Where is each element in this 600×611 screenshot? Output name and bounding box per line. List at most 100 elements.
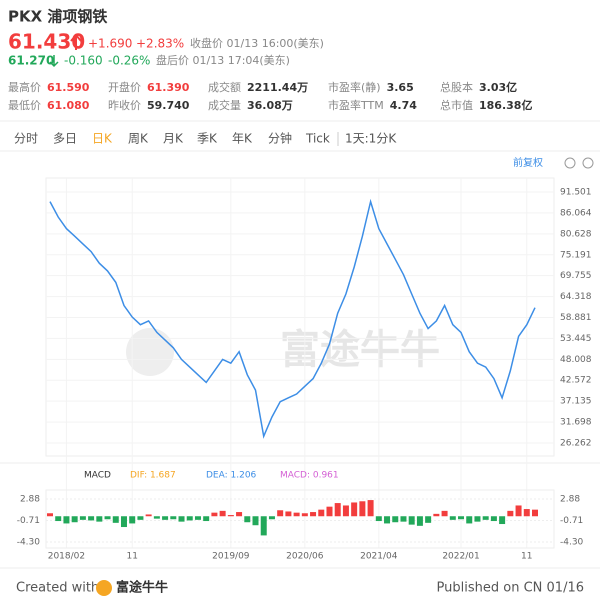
after-change-pct: -0.26% [108, 54, 150, 68]
published: Published on CN 01/16 [437, 581, 584, 596]
stat-value: 3.65 [387, 81, 414, 94]
icon[interactable] [564, 157, 576, 169]
y-tick-label: 26.262 [560, 439, 592, 449]
macd-bar [47, 513, 53, 517]
x-tick-label: 11 [521, 552, 532, 562]
macd-bar [425, 516, 432, 523]
tab[interactable]: 月K [163, 132, 184, 146]
macd-bar [260, 516, 267, 536]
macd-bar [416, 516, 423, 526]
macd-bar [482, 516, 489, 520]
macd-bar [104, 516, 111, 520]
stat-value: 3.03亿 [479, 80, 517, 94]
up-arrow [70, 33, 82, 50]
y-tick-label: 80.628 [560, 229, 592, 239]
tab[interactable]: 多日 [53, 132, 77, 146]
tab[interactable]: 年K [232, 132, 253, 146]
macd-bar [178, 516, 185, 522]
macd-bar [170, 516, 177, 520]
macd-bar [227, 515, 234, 517]
y-tick-label: 86.064 [560, 208, 592, 218]
macd-bar [515, 505, 522, 517]
after-note: 盘后价 01/13 17:04(美东) [156, 53, 290, 67]
tab[interactable]: 周K [128, 132, 149, 146]
macd-bar [268, 516, 275, 520]
macd-bar [55, 516, 62, 522]
macd-bar [400, 516, 407, 522]
macd-bar [458, 516, 465, 520]
macd-bar [310, 512, 317, 517]
stat-value: 186.38亿 [479, 98, 532, 112]
stat-label: 昨收价 [108, 98, 141, 112]
macd-bar [532, 509, 538, 517]
macd-bar [252, 516, 259, 526]
macd-bar [474, 516, 481, 522]
stat-label: 市盈率(静) [328, 80, 381, 94]
macd-bar [244, 516, 251, 523]
macd-bar [408, 516, 415, 525]
stat-value: 4.74 [390, 99, 417, 112]
stat-label: 最低价 [8, 99, 41, 112]
macd-bar [359, 501, 366, 517]
close-note: 收盘价 01/13 16:00(美东) [190, 36, 324, 50]
plot-frame [45, 177, 555, 457]
macd-bar [507, 510, 514, 517]
title: PKX 浦项钢铁 [8, 8, 107, 26]
tab[interactable]: 分钟 [268, 131, 292, 146]
macd-bar [153, 516, 160, 519]
y-tick-label: 42.572 [560, 376, 592, 386]
y-tick-label: 2.88 [20, 495, 40, 505]
y-tick-label: 58.881 [560, 313, 592, 323]
macd-legend: DIF: 1.687 [130, 471, 176, 481]
after-price: 61.270 [8, 54, 54, 68]
y-tick-label: 69.755 [560, 271, 592, 281]
stat-value: 61.080 [47, 99, 90, 112]
macd-bar [449, 516, 456, 520]
macd-bar [137, 516, 144, 520]
brand: 富途牛牛 [116, 580, 168, 596]
adjust[interactable]: 前复权 [513, 156, 543, 169]
tab[interactable]: 1天:1分K [345, 132, 397, 146]
x-tick-label: 2021/04 [360, 552, 398, 562]
watermark: 富途牛牛 [280, 327, 440, 373]
macd-bar [162, 516, 169, 520]
macd-bar [211, 512, 218, 517]
stat-value: 36.08万 [247, 99, 293, 112]
stat-value: 59.740 [147, 99, 190, 112]
macd-bar [96, 516, 103, 522]
macd-bar [293, 512, 300, 517]
stat-label: 市盈率TTM [328, 98, 384, 112]
macd-bar [219, 510, 226, 517]
macd-bar [145, 514, 152, 517]
stat-value: 2211.44万 [247, 81, 308, 94]
macd-bar [326, 506, 333, 517]
y-tick-label: 91.501 [560, 188, 592, 198]
y-tick-label: -4.30 [17, 538, 41, 548]
macd-bar [88, 516, 95, 521]
macd-bar [129, 516, 136, 524]
y-tick-label: 48.008 [560, 355, 592, 365]
macd-bar [384, 516, 391, 524]
macd-bar [433, 513, 440, 517]
macd-bar [79, 516, 86, 520]
tab[interactable]: Tick [305, 132, 330, 146]
stat-value: 61.590 [47, 81, 90, 94]
brand-logo [96, 580, 112, 596]
stat-label: 总股本 [440, 80, 473, 94]
macd-bar [351, 502, 358, 517]
x-tick-label: 2020/06 [286, 552, 324, 562]
tab[interactable]: 日K [92, 132, 113, 146]
stat-label: 成交额 [208, 80, 241, 94]
watermark-logo [126, 328, 174, 376]
created: Created with [16, 581, 99, 596]
tab[interactable]: 分时 [14, 132, 38, 146]
macd-bar [334, 503, 341, 517]
macd-legend: DEA: 1.206 [206, 471, 257, 481]
macd-bar [523, 509, 530, 517]
macd-bar [277, 510, 284, 517]
tab[interactable]: 季K [197, 132, 218, 146]
macd-bar [186, 516, 193, 521]
y-tick-label: 75.191 [560, 250, 592, 260]
icon[interactable] [582, 157, 594, 169]
